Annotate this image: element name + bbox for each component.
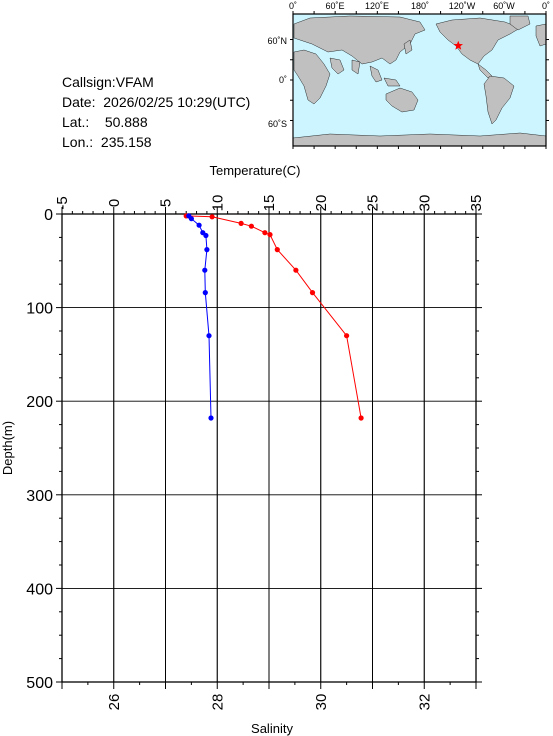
map-lon-label: 120˚W [449, 1, 476, 11]
depth-tick-label: 400 [26, 581, 53, 598]
land-australia [385, 87, 419, 113]
map-lon-label: 120˚E [365, 1, 389, 11]
map-land [292, 15, 547, 147]
temperature-tick-label: 15 [261, 195, 278, 212]
temperature-tick-label: 5 [158, 199, 175, 207]
temperature-tick-label: 20 [313, 195, 330, 212]
temperature-tick-label: 35 [468, 195, 485, 212]
lat-value: 50.888 [104, 114, 148, 130]
land-europe-edge [535, 23, 547, 47]
salinity-tick-label: 30 [313, 694, 330, 711]
temperature-tick-label: 30 [416, 195, 433, 212]
salinity-point [202, 290, 208, 296]
temperature-tick-label: 25 [365, 195, 382, 212]
date-label: Date: [62, 94, 96, 110]
salinity-point [208, 415, 214, 421]
map-lat-label: 60˚N [267, 36, 287, 46]
temperature-tick-label: -5 [54, 196, 71, 209]
temperature-point [248, 223, 254, 229]
salinity-point [196, 222, 202, 228]
salinity-point [204, 247, 210, 253]
map-lon-label: 0˚ [289, 1, 297, 11]
temperature-point [293, 267, 299, 273]
map-lon-label: 180˚ [411, 1, 429, 11]
land-africa [293, 49, 331, 105]
date-value: 2026/02/25 10:29(UTC) [103, 94, 251, 110]
temperature-tick-label: 0 [106, 199, 123, 207]
callsign-line: Callsign:VFAM [62, 74, 154, 90]
chart-series [183, 213, 364, 421]
chart-grid [62, 214, 476, 682]
salinity-point [202, 267, 208, 273]
lon-label: Lon.: [62, 134, 94, 150]
temperature-point [309, 290, 316, 296]
depth-tick-label: 500 [26, 675, 53, 692]
world-map: 0˚ 60˚E 120˚E 180˚ 120˚W 60˚W 0˚ 60˚N 0˚… [267, 1, 550, 149]
temperature-point [262, 230, 268, 236]
lon-value: 235.158 [100, 134, 152, 150]
salinity-tick-label: 26 [106, 694, 123, 711]
lat-label: Lat.: [62, 114, 90, 130]
map-lon-label: 0˚ [542, 1, 550, 11]
salinity-tick-label: 32 [416, 694, 433, 711]
temperature-tick-label: 10 [209, 195, 226, 212]
depth-tick-label: 100 [26, 301, 53, 318]
salinity-point [188, 216, 194, 222]
top-axis-label: Temperature(C) [209, 163, 300, 178]
salinity-point [203, 232, 209, 239]
land-greenland [509, 15, 531, 31]
map-lon-labels: 0˚ 60˚E 120˚E 180˚ 120˚W 60˚W 0˚ [289, 1, 550, 11]
land-north-america [435, 17, 521, 65]
temperature-point [344, 333, 350, 339]
map-ticks [290, 11, 549, 149]
callsign-label: Callsign: [62, 74, 116, 90]
salinity-line [188, 215, 212, 419]
temperature-point [274, 247, 280, 253]
temperature-line [186, 215, 362, 419]
temperature-point [238, 220, 244, 226]
y-axis-label: Depth(m) [0, 421, 15, 475]
land-eurasia [293, 15, 426, 65]
land-japan [403, 39, 413, 55]
star-icon [453, 40, 463, 50]
depth-tick-label: 0 [44, 207, 53, 224]
land-antarctica [292, 132, 547, 147]
temperature-point [209, 214, 215, 220]
callsign-value: VFAM [115, 74, 154, 90]
map-lat-label: 60˚S [268, 119, 287, 129]
temperature-point [267, 232, 273, 238]
map-lon-label: 60˚E [325, 1, 344, 11]
map-lat-label: 0˚ [279, 75, 287, 85]
land-arabia-india [329, 57, 361, 75]
lat-line: Lat.: 50.888 [62, 114, 148, 130]
salinity-tick-label: 28 [209, 694, 226, 711]
land-southeast-asia [369, 65, 401, 87]
bottom-axis-label: Salinity [251, 721, 293, 736]
date-line: Date: 2026/02/25 10:29(UTC) [62, 94, 250, 110]
land-south-america [483, 75, 515, 125]
depth-tick-label: 200 [26, 394, 53, 411]
depth-tick-label: 300 [26, 488, 53, 505]
lon-line: Lon.: 235.158 [62, 134, 152, 150]
temperature-point [358, 415, 364, 421]
map-lon-label: 60˚W [493, 1, 515, 11]
map-lat-labels: 60˚N 0˚ 60˚S [267, 36, 287, 129]
salinity-point [206, 333, 212, 339]
